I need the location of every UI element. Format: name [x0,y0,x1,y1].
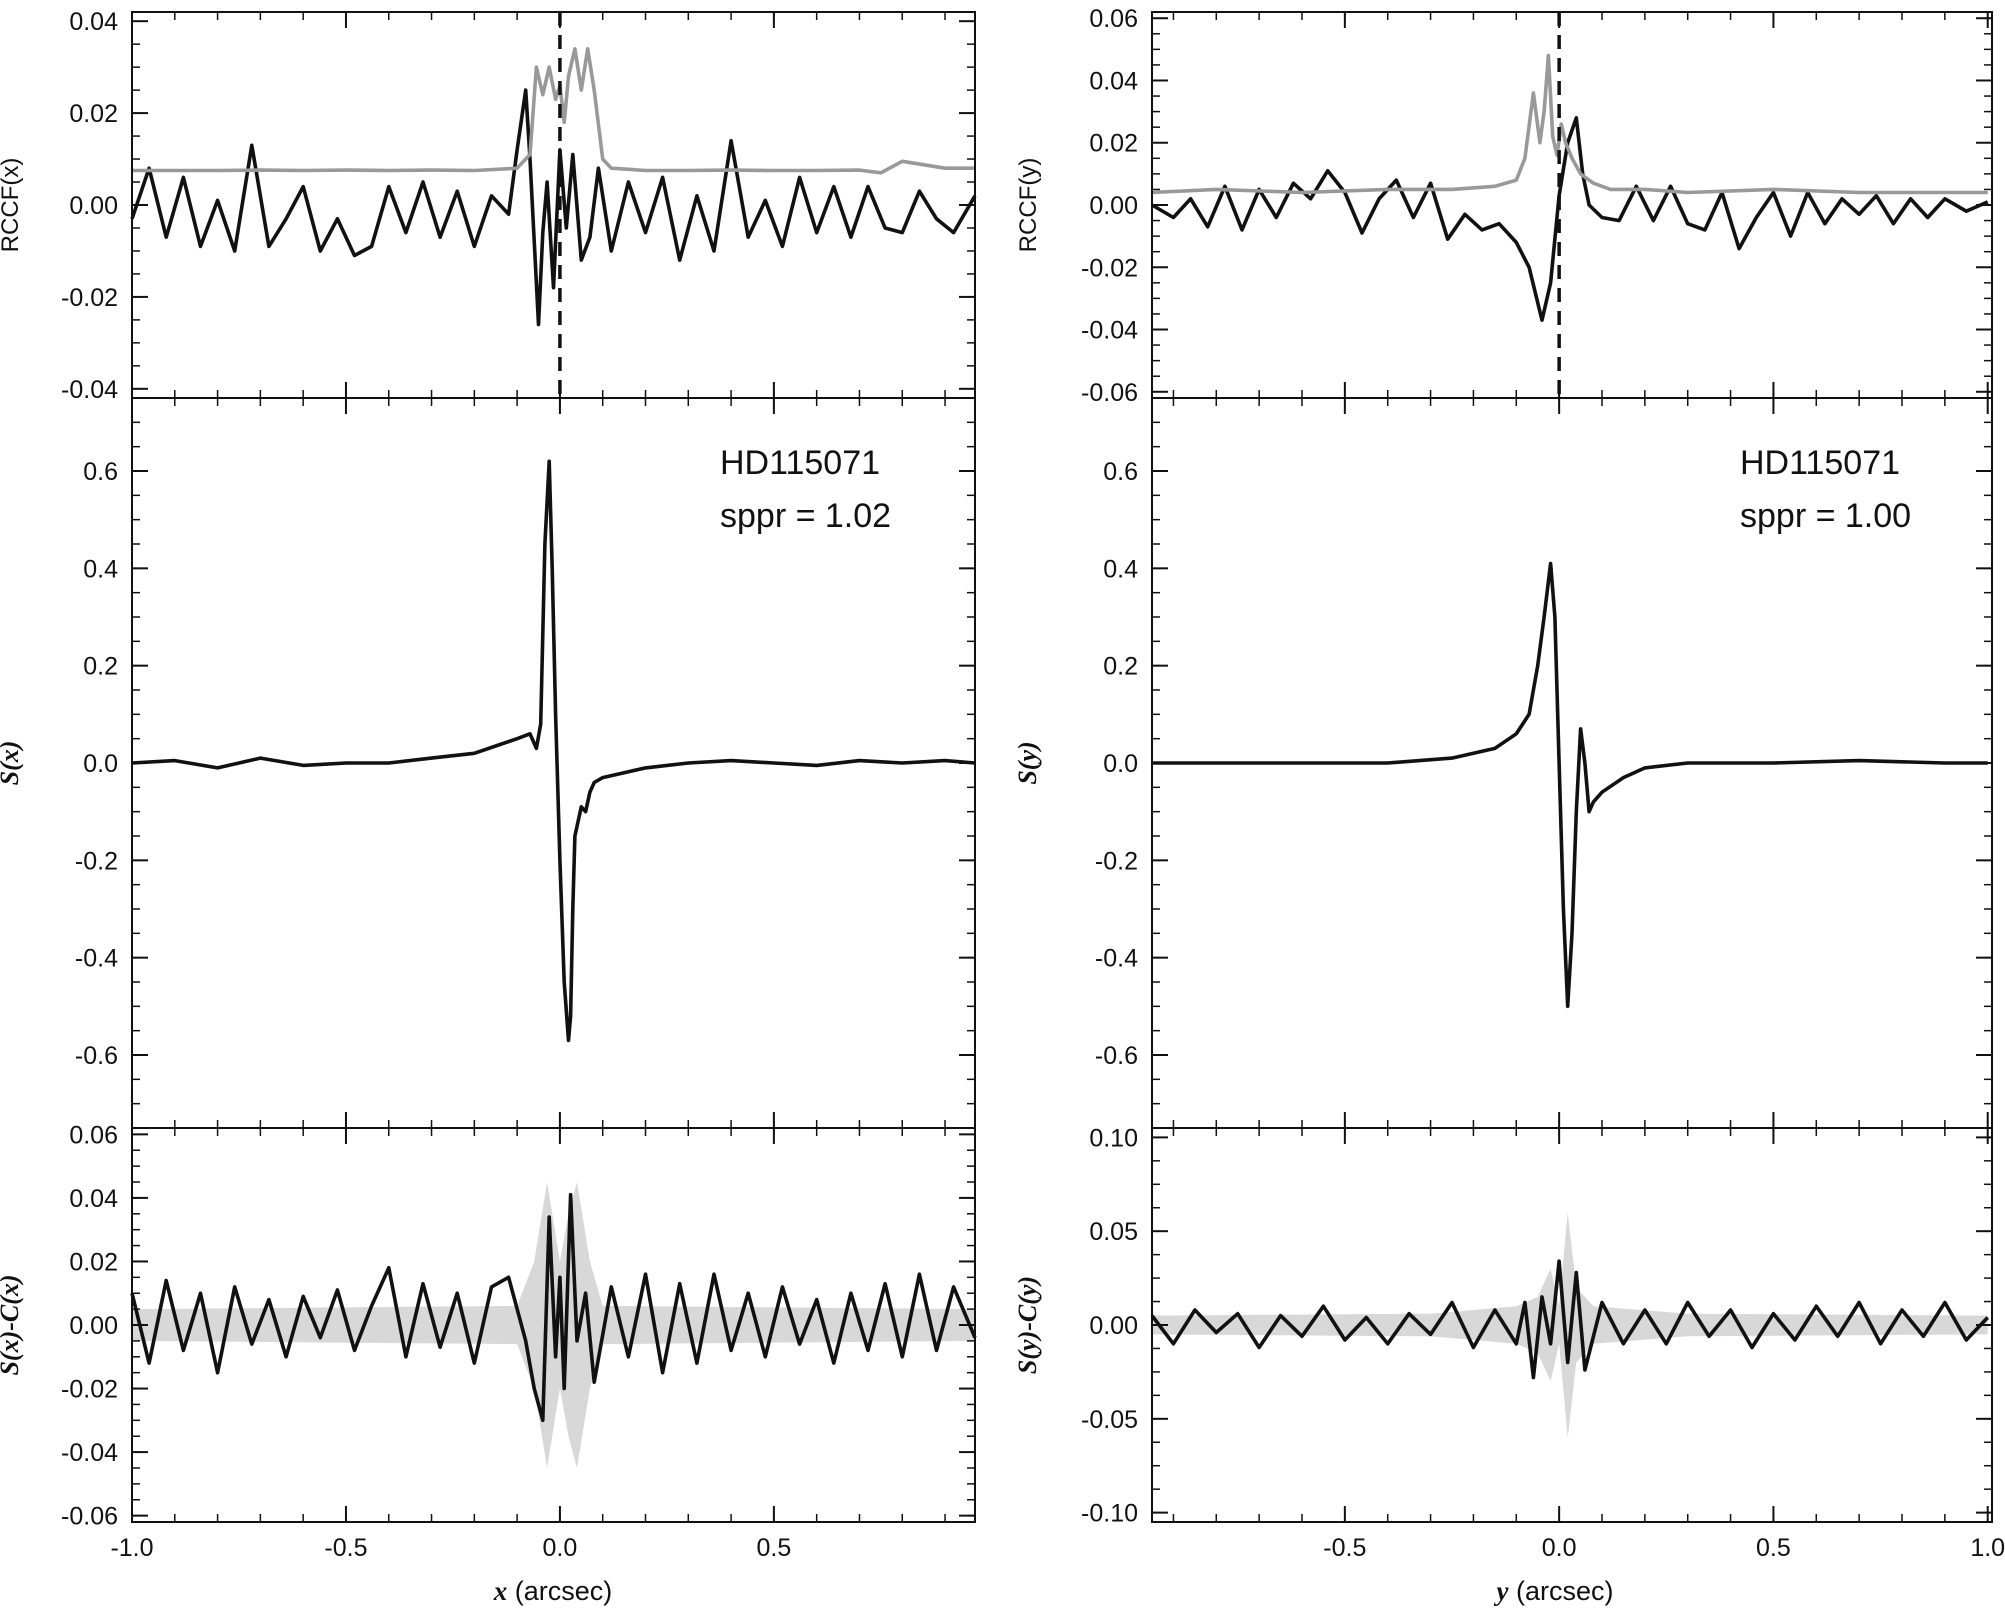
y-tick-label: 0.04 [69,8,118,36]
y-tick-label: 0.02 [69,100,118,128]
y-tick-label: -0.4 [75,945,118,973]
series-line-1 [130,1192,977,1423]
y-axis-title: S(x) [0,741,24,786]
x-tick-label: 0.5 [756,1534,791,1562]
y-axis-title: S(x)-C(x) [0,1274,24,1375]
x-tick-label: 1.0 [1970,1534,2005,1562]
y-tick-label: -0.04 [61,376,118,404]
y-axis-title: RCCF(y) [1015,158,1042,253]
y-tick-label: 0.02 [1089,130,1138,158]
y-tick-label: 0.06 [69,1121,118,1149]
y-tick-label: -0.02 [61,284,118,312]
y-tick-label: 0.06 [1089,5,1138,33]
series-line-2 [1151,53,1988,195]
left-middle-panel: -0.6 -0.4 -0.2 0.0 0.2 0.4 0.6 S(x) [0,397,976,1129]
left-bottom-panel: -0.06 -0.04 -0.02 0.00 0.02 0.04 0.06 -1.0 -0.5 0… [0,1121,977,1562]
y-tick-label: 0.0 [83,750,118,778]
right-top-panel: -0.06 -0.04 -0.02 0.00 0.02 0.04 0.06 RCCF(y) [1015,5,1993,407]
y-tick-label: 0.00 [69,192,118,220]
left-star-label: HD115071 [720,444,880,482]
y-tick-label: 0.04 [1089,67,1138,95]
y-tick-label: -0.2 [1095,847,1138,875]
y-tick-label: -0.4 [1095,945,1138,973]
right-middle-panel: -0.6 -0.4 -0.2 0.0 0.2 0.4 0.6 S(y) [1013,397,1993,1129]
y-tick-label: 0.10 [1089,1124,1138,1152]
left-x-axis-title: x (arcsec) [493,1576,613,1606]
panel-frame [131,11,976,399]
series-line-1 [130,88,977,327]
y-tick-label: 0.00 [1089,1312,1138,1340]
series-line-1 [1152,561,1988,1009]
x-tick-label: -0.5 [1323,1534,1366,1562]
y-tick-label: -0.2 [75,847,118,875]
series-line-1 [1151,116,1989,322]
x-tick-label: 0.5 [1756,1534,1791,1562]
series-line-1 [1150,1259,1990,1380]
y-axis-title: RCCF(x) [0,158,24,253]
series-line-2 [132,47,975,175]
y-tick-label: 0.2 [1103,653,1138,681]
y-tick-label: -0.04 [1081,317,1138,345]
right-star-label: HD115071 [1740,444,1900,482]
y-tick-label: -0.02 [1081,254,1138,282]
y-tick-label: 0.4 [83,555,118,583]
x-tick-label: -0.5 [324,1534,367,1562]
y-tick-label: 0.0 [1103,750,1138,778]
y-tick-label: 0.00 [1089,192,1138,220]
x-tick-label: 0.0 [1542,1534,1577,1562]
y-tick-label: 0.6 [1103,458,1138,486]
y-tick-label: -0.10 [1081,1500,1138,1528]
y-tick-label: 0.00 [69,1312,118,1340]
left-top-panel: -0.04 -0.02 0.00 0.02 0.04 RCCF(x) [0,8,977,404]
y-tick-label: -0.6 [1095,1042,1138,1070]
y-tick-label: 0.05 [1089,1218,1138,1246]
x-tick-label: -1.0 [110,1534,153,1562]
y-tick-label: -0.05 [1081,1406,1138,1434]
y-tick-label: -0.02 [61,1376,118,1404]
right-x-axis-title: y (arcsec) [1494,1576,1614,1606]
left-sppr-label: sppr = 1.02 [720,497,891,535]
y-tick-label: -0.6 [75,1042,118,1070]
x-tick-label: 0.0 [543,1534,578,1562]
y-tick-label: 0.04 [69,1185,118,1213]
right-bottom-panel: -0.10 -0.05 0.00 0.05 0.10 -0.5 0.0 0.5 1.0 S(y)-… [1013,1124,2005,1562]
y-tick-label: -0.06 [61,1503,118,1531]
y-tick-label: 0.2 [83,653,118,681]
y-tick-label: -0.04 [61,1439,118,1467]
y-axis-title: S(y) [1013,741,1042,784]
y-tick-label: -0.06 [1081,379,1138,407]
series-line-1 [131,459,976,1043]
y-tick-label: 0.02 [69,1248,118,1276]
y-tick-label: 0.6 [83,458,118,486]
right-sppr-label: sppr = 1.00 [1740,497,1911,535]
y-axis-title: S(y)-C(y) [1013,1276,1042,1374]
y-tick-label: 0.4 [1103,555,1138,583]
